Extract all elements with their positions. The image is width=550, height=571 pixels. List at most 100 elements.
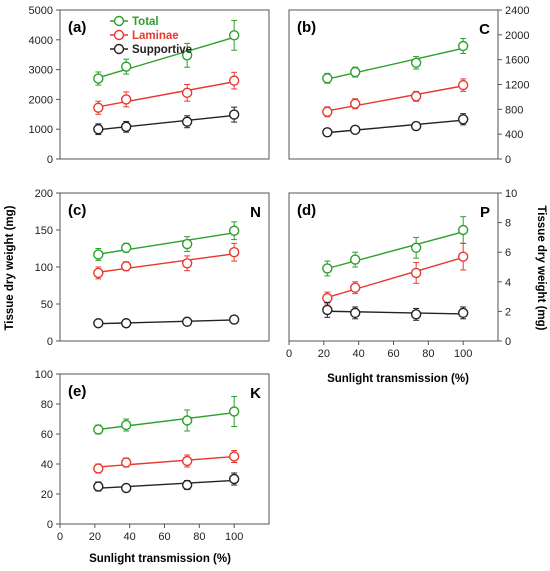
y-tick-label: 6 <box>505 247 511 259</box>
data-point <box>228 30 240 41</box>
data-point <box>93 318 104 329</box>
panel-e: 0 20 40 60 80 100 0 20 40 60 80 100 (e) K <box>35 369 270 543</box>
y-tick-label: 150 <box>35 225 53 237</box>
data-point <box>457 40 469 52</box>
x-tick-label: 100 <box>225 531 243 543</box>
data-point <box>228 314 240 325</box>
data-point <box>120 482 132 494</box>
legend-label: Supportive <box>132 44 192 56</box>
data-point <box>457 224 469 236</box>
data-point <box>93 267 104 279</box>
trend-line <box>98 479 235 489</box>
y-tick-label: 1600 <box>505 55 529 67</box>
x-tick-label: 100 <box>454 348 472 360</box>
y-tick-label: 1000 <box>29 124 53 136</box>
data-point <box>228 473 240 485</box>
trend-line <box>98 114 235 131</box>
legend-marker <box>113 15 125 27</box>
data-point <box>181 455 193 467</box>
element-label: C <box>479 21 490 38</box>
y-tick-label: 100 <box>35 369 53 381</box>
x-tick-label: 60 <box>158 531 170 543</box>
y-tick-label: 40 <box>41 459 53 471</box>
data-point <box>228 246 240 258</box>
data-point <box>93 249 104 260</box>
y-tick-label: 50 <box>41 299 53 311</box>
y-tick-label: 4000 <box>29 35 53 47</box>
y-axis-label-left: Tissue dry weight (mg) <box>4 205 16 330</box>
y-tick-label: 0 <box>505 154 511 166</box>
plot-frame <box>59 9 270 160</box>
y-tick-label: 200 <box>35 188 53 200</box>
data-point <box>410 242 422 253</box>
legend: Total Laminae Supportive <box>110 15 192 56</box>
data-point <box>181 258 193 269</box>
data-point <box>93 481 104 492</box>
x-tick-label: 0 <box>286 348 292 360</box>
data-point <box>349 282 361 293</box>
y-tick-label: 80 <box>41 399 53 411</box>
y-tick-label: 3000 <box>29 65 53 77</box>
panel-label: (b) <box>297 19 316 36</box>
data-point <box>181 415 193 426</box>
legend-marker <box>113 29 125 41</box>
y-tick-label: 1200 <box>505 80 529 92</box>
trend-line <box>327 256 464 299</box>
data-point <box>410 267 422 279</box>
data-point <box>181 479 193 491</box>
data-point <box>120 94 132 105</box>
data-point <box>120 318 132 329</box>
panel-c: 0 50 100 150 200 (c) N <box>35 188 270 348</box>
data-point <box>322 127 333 138</box>
data-point <box>410 91 422 102</box>
legend-label: Total <box>132 16 159 28</box>
data-point <box>93 123 104 135</box>
y-tick-label: 2 <box>505 306 511 318</box>
data-point <box>228 109 240 120</box>
y-tick-label: 100 <box>35 262 53 274</box>
data-point <box>120 242 132 253</box>
panel-label: (a) <box>68 19 86 36</box>
x-tick-label: 60 <box>387 348 399 360</box>
data-point <box>93 463 104 474</box>
y-tick-label: 20 <box>41 489 53 501</box>
panel-a: 0 1000 2000 3000 4000 5000 (a) Total Laminae Supp… <box>29 5 270 166</box>
x-axis-label-bottom: Sunlight transmission (%) <box>89 553 231 565</box>
data-point <box>181 50 193 61</box>
data-point <box>322 73 333 84</box>
data-point <box>349 66 361 78</box>
trend-line <box>98 81 235 108</box>
data-point <box>120 419 132 431</box>
y-tick-label: 400 <box>505 129 523 141</box>
data-point <box>349 254 361 265</box>
panel-label: (d) <box>297 202 316 219</box>
data-point <box>181 316 193 327</box>
trend-line <box>98 455 235 468</box>
data-point <box>457 307 469 319</box>
x-tick-label: 20 <box>89 531 101 543</box>
data-point <box>457 251 469 262</box>
x-tick-label: 80 <box>422 348 434 360</box>
y-tick-label: 5000 <box>29 5 53 17</box>
data-point <box>410 309 422 320</box>
data-point <box>120 121 132 133</box>
x-tick-label: 80 <box>193 531 205 543</box>
x-tick-label: 40 <box>124 531 136 543</box>
trend-line <box>327 47 464 80</box>
y-tick-label: 0 <box>505 336 511 348</box>
data-point <box>349 124 361 136</box>
y-tick-label: 0 <box>47 336 53 348</box>
y-tick-label: 0 <box>47 154 53 166</box>
trend-line <box>327 310 464 315</box>
plot-frame <box>288 192 499 342</box>
data-point <box>228 406 240 417</box>
data-point <box>181 238 193 250</box>
data-point <box>93 102 104 113</box>
y-tick-label: 2000 <box>29 94 53 106</box>
trend-line <box>98 253 235 273</box>
y-tick-label: 0 <box>47 519 53 531</box>
data-point <box>120 457 132 468</box>
